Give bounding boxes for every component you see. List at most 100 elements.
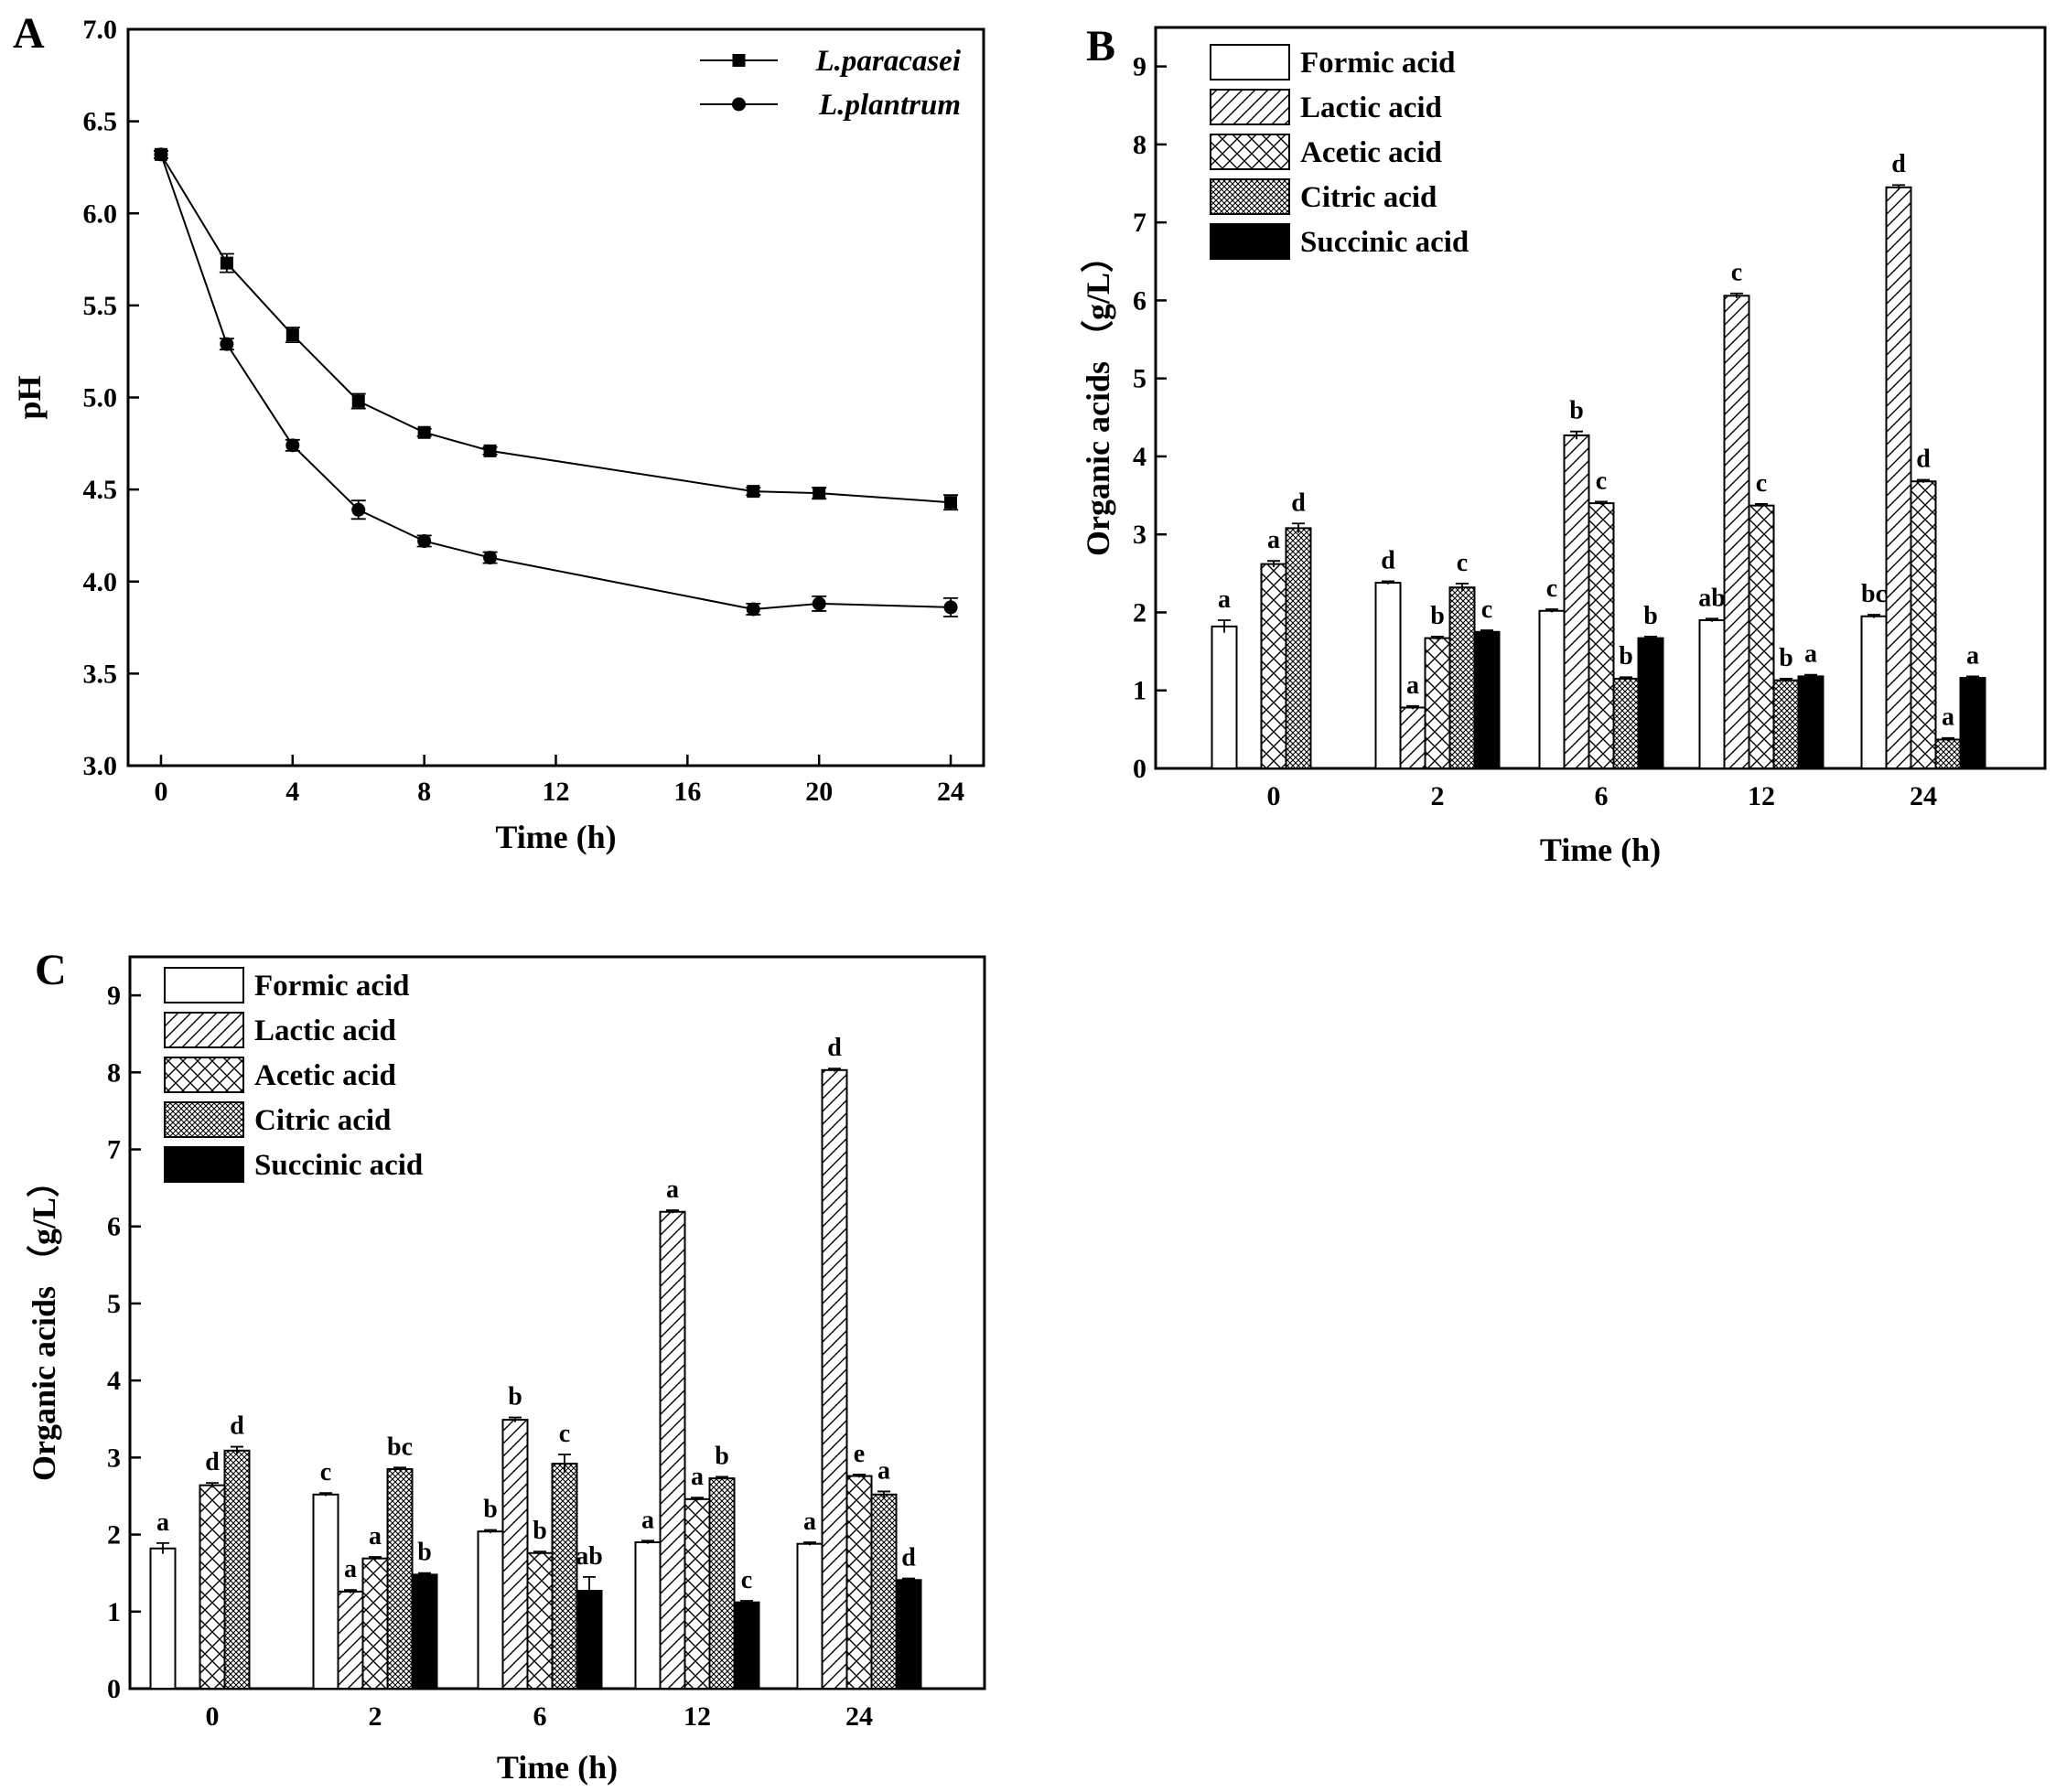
significance-label: a [666,1175,679,1204]
y-axis-title: pH [11,375,48,419]
y-tick-label: 2 [1133,597,1146,628]
error-bar [393,1466,406,1471]
error-bar [1292,522,1305,533]
x-tick-label: 12 [684,1701,711,1732]
error-bar [1706,617,1718,622]
y-tick-label: 0 [1133,754,1146,784]
legend-label: Succinic acid [1300,226,1469,259]
legend-swatch [164,1146,244,1183]
bar-none [796,1542,823,1690]
error-bar [1620,676,1632,681]
error-bar [418,1572,431,1577]
significance-label: b [533,1517,547,1545]
y-tick-label: 6 [107,1212,121,1242]
legend-swatch [164,967,244,1003]
bar-cross [1910,480,1937,769]
significance-label: c [1546,574,1557,603]
error-bar [344,1589,357,1593]
error-bar [1942,736,1954,742]
y-tick-label: 6.0 [83,199,118,229]
bar-none [312,1493,339,1690]
error-bar [1480,629,1493,634]
data-point [351,502,366,517]
data-point [813,487,826,500]
y-tick-label: 6 [1133,285,1146,316]
panel-letter-c: C [35,946,67,994]
panel-letter-a: A [13,9,45,58]
bar-diag [659,1210,686,1690]
panel-a-ph-chart: A 0 4 8 12 16 20 24 3.0 3.5 4.0 4.5 5.0 5.5 6.0 6.5 7.0… [11,9,985,855]
error-bar [1545,608,1558,613]
significance-label: a [877,1456,890,1485]
legend-marker [732,54,746,67]
error-bar [1892,184,1905,190]
bar-cross [845,1475,873,1690]
significance-label: d [1291,488,1306,517]
error-bar [509,1416,522,1422]
significance-label: ab [1698,584,1726,612]
x-tick-label: 0 [1267,781,1281,811]
significance-label: a [641,1506,654,1534]
error-bar [803,1541,816,1546]
bar-diag [821,1068,848,1690]
bar-dense [1285,527,1312,769]
bar-solid [411,1573,438,1690]
significance-label: c [320,1458,331,1486]
error-bar [1780,678,1792,682]
significance-label: a [803,1508,816,1536]
error-bar [1868,614,1880,618]
significance-label: c [1457,549,1468,577]
bar-cross [1588,502,1615,770]
error-bar [716,1475,728,1480]
bar-dense [708,1477,736,1690]
bar-dense [1934,738,1962,770]
bar-cross [1424,637,1451,770]
plot-frame [126,27,985,767]
error-bar [319,1492,332,1497]
bar-none [634,1541,662,1690]
error-bar [902,1577,915,1582]
error-bar [583,1575,596,1605]
significance-label: c [741,1566,752,1594]
significance-label: b [417,1539,432,1567]
error-bar [666,1209,679,1214]
bar-diag [501,1419,529,1690]
y-tick-label: 9 [1133,52,1146,82]
legend-swatch [1210,134,1290,170]
y-tick-label: 4.5 [83,475,118,505]
significance-label: bc [387,1433,413,1461]
legend-label: Formic acid [1300,47,1456,80]
legend-label: Citric acid [1300,181,1437,214]
bar-solid [1637,637,1664,770]
legend: L.paracasei L.plantrum [700,45,962,122]
x-tick-label: 0 [154,777,167,807]
data-point [944,496,958,510]
x-tick-label: 6 [1595,781,1609,811]
y-tick-label: 7 [107,1135,121,1165]
data-point [351,394,365,408]
bar-solid [1473,630,1501,770]
error-bar [369,1556,382,1561]
significance-label: d [1916,445,1931,474]
legend: Formic acid Lactic acid Acetic acid Citric … [1210,44,1469,260]
data-point [220,337,234,351]
significance-label: c [1481,596,1492,624]
bar-none [477,1530,504,1690]
error-bar [1730,292,1743,298]
significance-label: d [1891,150,1906,178]
significance-label: b [1643,602,1658,630]
error-bar [1966,675,1979,680]
y-tick-label: 8 [1133,130,1146,160]
legend-label: Lactic acid [1300,91,1442,124]
bar-solid [895,1579,922,1690]
error-bar [853,1473,866,1478]
x-tick-label: 24 [845,1701,873,1732]
x-tick-label: 2 [1431,781,1445,811]
bar-dense [1772,679,1800,770]
y-tick-label: 0 [107,1674,121,1704]
bar-dense [1612,677,1640,770]
significance-label: b [1779,644,1793,672]
error-bar [1267,560,1280,568]
